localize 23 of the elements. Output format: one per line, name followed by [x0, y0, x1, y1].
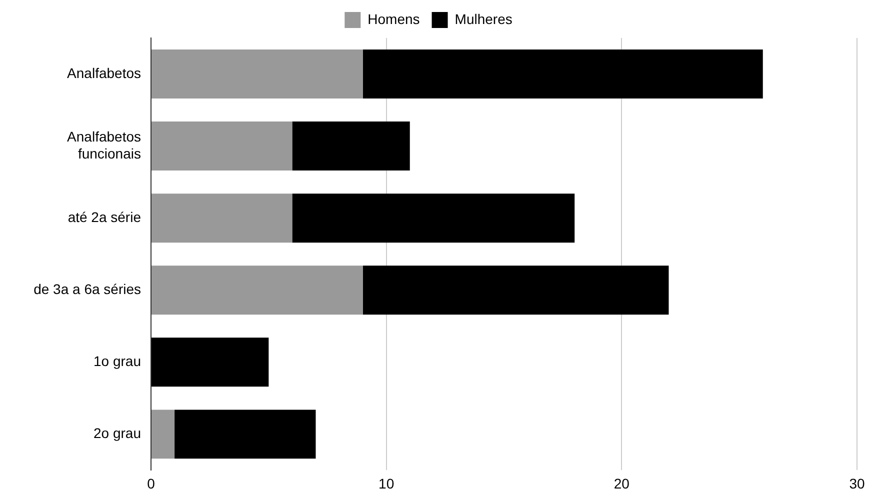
bar	[152, 122, 292, 171]
y-tick-label: 1o grau	[94, 353, 141, 370]
x-tick-label: 0	[147, 475, 156, 492]
bar	[152, 50, 363, 99]
bar	[152, 194, 292, 243]
bar	[292, 122, 410, 171]
y-tick-label: 2o grau	[94, 425, 141, 442]
y-tick-label: Analfabetos funcionais	[67, 128, 141, 162]
y-tick-label: de 3a a 6a séries	[34, 280, 141, 297]
bar	[152, 410, 175, 459]
bar	[152, 338, 269, 387]
x-tick-label: 20	[614, 475, 630, 492]
legend-label: Homens	[368, 10, 420, 27]
x-tick-label: 30	[849, 475, 865, 492]
bar	[362, 266, 669, 315]
x-tick-label: 10	[378, 475, 394, 492]
bar	[174, 410, 316, 459]
bar	[362, 50, 763, 99]
legend-label: Mulheres	[454, 10, 512, 27]
bar	[152, 266, 363, 315]
bar	[292, 194, 575, 243]
y-tick-label: Analfabetos	[67, 64, 141, 81]
y-tick-label: até 2a série	[68, 208, 142, 225]
